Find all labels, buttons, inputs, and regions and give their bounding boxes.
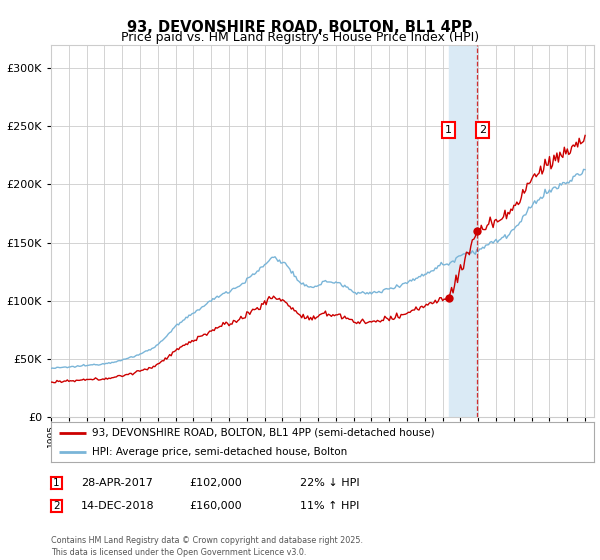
Text: HPI: Average price, semi-detached house, Bolton: HPI: Average price, semi-detached house,… — [92, 447, 347, 457]
Text: 1: 1 — [53, 478, 59, 488]
Text: 93, DEVONSHIRE ROAD, BOLTON, BL1 4PP: 93, DEVONSHIRE ROAD, BOLTON, BL1 4PP — [127, 20, 473, 35]
Text: 22% ↓ HPI: 22% ↓ HPI — [300, 478, 359, 488]
Bar — [449, 45, 478, 417]
Text: 2: 2 — [479, 125, 486, 135]
Text: 1: 1 — [445, 125, 452, 135]
Text: Price paid vs. HM Land Registry's House Price Index (HPI): Price paid vs. HM Land Registry's House … — [121, 31, 479, 44]
Text: 14-DEC-2018: 14-DEC-2018 — [81, 501, 155, 511]
Text: 93, DEVONSHIRE ROAD, BOLTON, BL1 4PP (semi-detached house): 93, DEVONSHIRE ROAD, BOLTON, BL1 4PP (se… — [92, 428, 434, 438]
Text: 2: 2 — [53, 501, 59, 511]
Text: Contains HM Land Registry data © Crown copyright and database right 2025.
This d: Contains HM Land Registry data © Crown c… — [51, 536, 363, 557]
Text: £160,000: £160,000 — [189, 501, 242, 511]
Text: 28-APR-2017: 28-APR-2017 — [81, 478, 153, 488]
Text: £102,000: £102,000 — [189, 478, 242, 488]
Text: 11% ↑ HPI: 11% ↑ HPI — [300, 501, 359, 511]
